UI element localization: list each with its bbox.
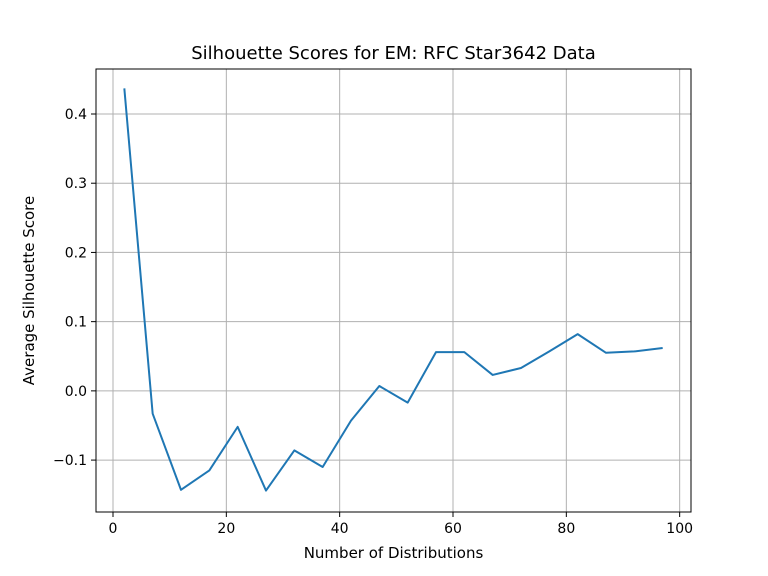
y-tick-label: 0.0 — [65, 384, 87, 400]
series-group — [123, 88, 663, 492]
x-axis-label: Number of Distributions — [304, 544, 484, 562]
x-tick-label: 80 — [557, 521, 575, 537]
chart-title: Silhouette Scores for EM: RFC Star3642 D… — [191, 43, 596, 64]
x-tick-label: 100 — [666, 521, 693, 537]
y-ticks: −0.1 0.0 0.1 0.2 0.3 0.4 — [53, 107, 96, 469]
y-tick-label: 0.1 — [65, 315, 87, 331]
plot-frame — [95, 68, 692, 513]
x-tick-label: 40 — [331, 521, 349, 537]
y-tick-label: 0.2 — [65, 245, 87, 261]
series-line — [123, 88, 663, 492]
y-tick-label: 0.4 — [65, 107, 87, 123]
grid-lines — [96, 69, 691, 512]
y-tick-label: 0.3 — [65, 176, 87, 192]
x-ticks: 0 20 40 60 80 100 — [109, 512, 693, 537]
x-tick-label: 0 — [109, 521, 118, 537]
x-tick-label: 60 — [444, 521, 462, 537]
y-tick-label: −0.1 — [53, 453, 87, 469]
y-axis-label: Average Silhouette Score — [20, 196, 38, 385]
x-tick-label: 20 — [217, 521, 235, 537]
